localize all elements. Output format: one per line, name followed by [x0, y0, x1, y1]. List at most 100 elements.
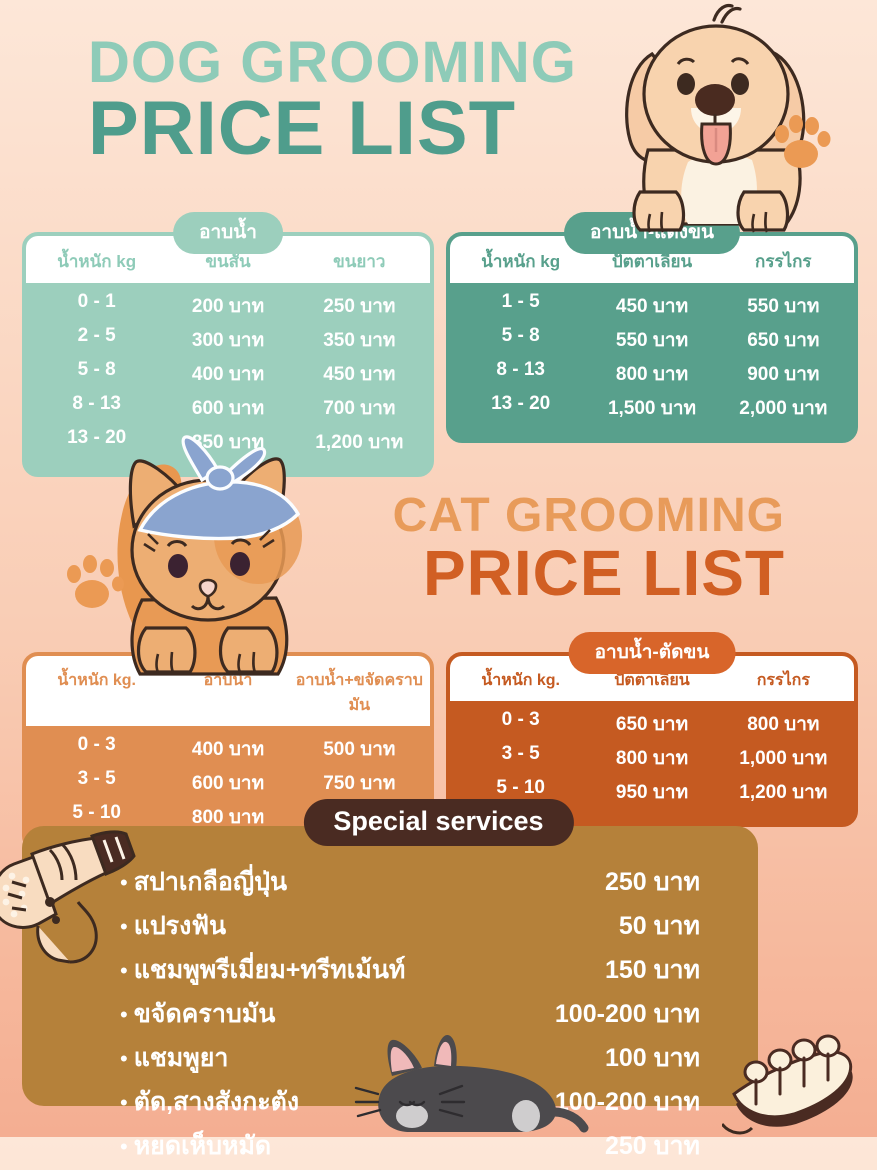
service-price: 150 บาท [604, 956, 700, 984]
cell-price: 400 บาท [191, 739, 265, 760]
table-row: 3 - 5 600 บาท 750 บาท [32, 766, 424, 800]
list-item: • ตัด,สางสังกะตัง 100-200 บาท [120, 1082, 700, 1122]
paw-print-icon [67, 555, 124, 608]
cell-price: 750 บาท [323, 773, 396, 794]
table-row: 8 - 13 800 บาท 900 บาท [456, 357, 848, 391]
table-row: 5 - 8 550 บาท 650 บาท [456, 323, 848, 357]
service-price: 100-200 บาท [554, 1000, 700, 1028]
list-item: • แชมพูยา 100 บาท [120, 1038, 700, 1078]
cell-price: 1,200 บาท [739, 782, 828, 803]
dog-title-line2: PRICE LIST [88, 85, 517, 171]
cell-weight: 8 - 13 [72, 393, 121, 414]
table-header-row: น้ำหนัก kg ปัตตาเลี่ยน กรรไกร [450, 236, 854, 283]
cell-price: 550 บาท [615, 330, 689, 351]
table-row: 8 - 13 600 บาท 700 บาท [32, 391, 424, 425]
col-header-weight: น้ำหนัก kg. [481, 672, 560, 689]
cell-price: 500 บาท [323, 739, 396, 760]
cell-price: 700 บาท [323, 398, 396, 419]
cell-weight: 5 - 10 [496, 777, 545, 798]
dog-bath-table-title: อาบน้ำ [173, 212, 283, 254]
col-header-scissors: กรรไกร [756, 672, 810, 689]
bullet-icon: • [120, 914, 128, 939]
cell-price: 650 บาท [615, 714, 689, 735]
bullet-icon: • [120, 1046, 128, 1071]
bullet-icon: • [120, 958, 128, 983]
col-header-short-hair: ขนสั้น [205, 252, 251, 271]
cell-price: 650 บาท [747, 330, 820, 351]
cell-weight: 3 - 5 [77, 768, 116, 789]
table-row: 13 - 20 850 บาท 1,200 บาท [32, 425, 424, 459]
cell-weight: 8 - 13 [496, 359, 545, 380]
cell-weight: 5 - 8 [501, 325, 540, 346]
special-services-title: Special services [303, 799, 574, 846]
col-header-weight: น้ำหนัก kg [57, 252, 137, 271]
service-price: 250 บาท [604, 868, 700, 896]
service-price: 100 บาท [604, 1044, 700, 1072]
cell-price: 450 บาท [323, 364, 396, 385]
list-item: • ขจัดคราบมัน 100-200 บาท [120, 994, 700, 1034]
cat-section-title: CAT GROOMING PRICE LIST [330, 489, 785, 606]
dog-cut-table-title: อาบน้ำ-แต่งขน [564, 212, 740, 254]
col-header-scissors: กรรไกร [755, 252, 812, 271]
cell-weight: 5 - 10 [72, 802, 121, 823]
table-row: 0 - 1 200 บาท 250 บาท [32, 289, 424, 323]
dog-illustration [625, 3, 806, 233]
service-name: แชมพูยา [133, 1044, 229, 1072]
cell-price: 2,000 บาท [739, 398, 828, 419]
cell-price: 250 บาท [323, 296, 396, 317]
list-item: • สปาเกลือญี่ปุ่น 250 บาท [120, 862, 700, 902]
cell-price: 400 บาท [191, 364, 265, 385]
cat-title-line1: CAT GROOMING [392, 489, 785, 542]
cell-price: 450 บาท [615, 296, 689, 317]
service-name: ขจัดคราบมัน [133, 1000, 276, 1028]
bullet-icon: • [120, 1134, 128, 1159]
col-header-bath-degrease: อาบน้ำ+ขจัดคราบมัน [295, 672, 423, 714]
cell-price: 550 บาท [747, 296, 820, 317]
service-price: 50 บาท [618, 912, 700, 940]
cell-price: 850 บาท [191, 432, 265, 453]
col-header-clipper: ปัตตาเลี่ยน [611, 252, 693, 271]
cell-weight: 0 - 3 [501, 709, 540, 730]
service-price: 100-200 บาท [554, 1088, 700, 1116]
table-row: 0 - 3 400 บาท 500 บาท [32, 732, 424, 766]
cell-weight: 3 - 5 [501, 743, 540, 764]
cell-price: 1,200 บาท [315, 432, 404, 453]
table-row: 13 - 20 1,500 บาท 2,000 บาท [456, 391, 848, 425]
service-name: แชมพูพรีเมี่ยม+ทรีทเม้นท์ [133, 956, 406, 984]
bullet-icon: • [120, 1002, 128, 1027]
dog-section-title: DOG GROOMING PRICE LIST [88, 30, 577, 171]
cell-price: 350 บาท [323, 330, 396, 351]
cell-price: 1,500 บาท [607, 398, 697, 419]
table-row: 5 - 10 950 บาท 1,200 บาท [456, 775, 848, 809]
poster-canvas: DOG GROOMING PRICE LIST [0, 3, 858, 1135]
cell-weight: 5 - 8 [77, 359, 116, 380]
list-item: • แชมพูพรีเมี่ยม+ทรีทเม้นท์ 150 บาท [120, 950, 700, 990]
service-name: หยดเห็บหมัด [133, 1132, 272, 1160]
cell-price: 200 บาท [191, 296, 265, 317]
cell-price: 950 บาท [615, 782, 689, 803]
special-services-list: • สปาเกลือญี่ปุ่น 250 บาท • แปรงฟัน 50 บ… [120, 862, 700, 1170]
table-row: 1 - 5 450 บาท 550 บาท [456, 289, 848, 323]
cell-price: 800 บาท [615, 748, 689, 769]
list-item: • หยดเห็บหมัด 250 บาท [120, 1126, 700, 1166]
cell-weight: 0 - 1 [77, 291, 116, 312]
col-header-weight: น้ำหนัก kg. [57, 672, 136, 689]
dog-bath-price-table: อาบน้ำ น้ำหนัก kg ขนสั้น ขนยาว 0 - 1 200… [22, 212, 434, 477]
cell-weight: 13 - 20 [67, 427, 127, 448]
col-header-weight: น้ำหนัก kg [481, 252, 561, 271]
col-header-long-hair: ขนยาว [333, 252, 386, 271]
service-price: 250 บาท [604, 1132, 700, 1160]
table-row: 5 - 8 400 บาท 450 บาท [32, 357, 424, 391]
cell-price: 800 บาท [615, 364, 689, 385]
dog-title-line1: DOG GROOMING [88, 30, 577, 95]
cat-cut-table-title: อาบน้ำ-ตัดขน [568, 632, 736, 674]
cell-weight: 1 - 5 [501, 291, 540, 312]
cell-price: 600 บาท [191, 773, 265, 794]
dog-bath-and-cut-price-table: อาบน้ำ-แต่งขน น้ำหนัก kg ปัตตาเลี่ยน กรร… [446, 212, 858, 443]
cell-price: 1,000 บาท [739, 748, 828, 769]
service-name: สปาเกลือญี่ปุ่น [133, 868, 288, 896]
table-row: 0 - 3 650 บาท 800 บาท [456, 707, 848, 741]
cell-price: 800 บาท [747, 714, 820, 735]
cell-weight: 0 - 3 [77, 734, 116, 755]
cell-weight: 2 - 5 [77, 325, 116, 346]
